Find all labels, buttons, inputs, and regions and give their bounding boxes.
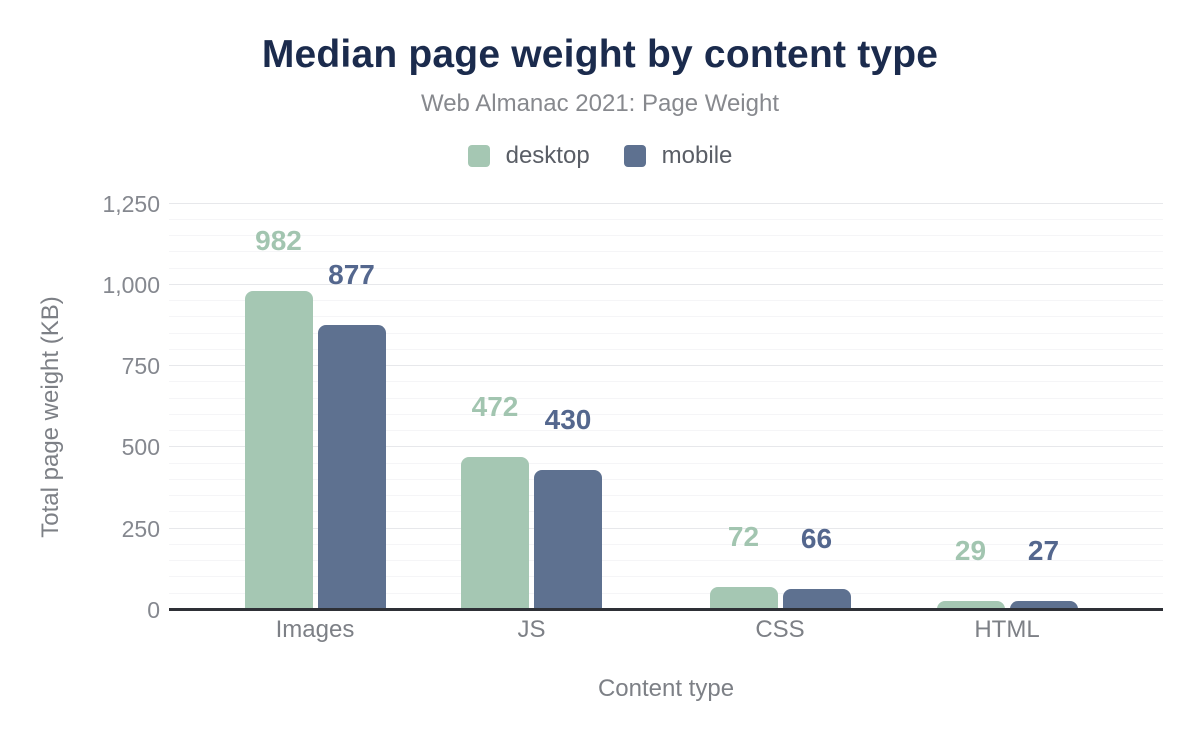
y-tick-label-750: 750 <box>121 353 160 380</box>
x-tick-label-html: HTML <box>974 616 1040 643</box>
legend-label-mobile: mobile <box>661 142 733 169</box>
gridline-minor <box>169 332 1163 334</box>
gridline-minor <box>169 267 1163 269</box>
gridline-minor <box>169 430 1163 432</box>
gridline-minor <box>169 397 1163 399</box>
y-tick-label-0: 0 <box>147 597 160 623</box>
value-label-desktop-js: 472 <box>471 390 519 422</box>
value-label-mobile-images: 877 <box>328 258 375 290</box>
y-tick-label-1000: 1,000 <box>102 271 160 298</box>
gridline-minor <box>169 462 1163 464</box>
legend: desktop mobile <box>0 142 1200 170</box>
gridline-minor <box>169 316 1163 318</box>
bar-desktop-images <box>244 290 313 610</box>
gridline-major <box>169 446 1163 448</box>
chart-title: Median page weight by content type <box>261 33 939 76</box>
gridline-minor <box>169 300 1163 302</box>
bar-desktop-css <box>709 586 778 610</box>
x-axis-line <box>169 608 1163 611</box>
value-label-mobile-html: 27 <box>1027 535 1060 567</box>
legend-swatch-desktop <box>467 145 490 167</box>
gridline-major <box>169 365 1163 367</box>
gridline-minor <box>169 251 1163 253</box>
x-tick-label-js: JS <box>517 616 546 643</box>
gridline-minor <box>169 478 1163 480</box>
gridline-minor <box>169 543 1163 545</box>
gridline-minor <box>169 348 1163 350</box>
legend-item-desktop: desktop <box>467 142 590 170</box>
plot-area: 982 877 472 430 72 66 29 27 <box>169 202 1163 611</box>
gridline-minor <box>169 218 1163 220</box>
value-label-mobile-js: 430 <box>544 404 592 436</box>
y-tick-label-500: 500 <box>121 434 160 461</box>
gridline-minor <box>169 235 1163 237</box>
x-tick-label-css: CSS <box>755 616 805 643</box>
y-tick-label-1250: 1,250 <box>102 190 160 217</box>
legend-label-desktop: desktop <box>505 142 590 169</box>
x-axis-title: Content type <box>597 675 735 702</box>
y-tick-label-250: 250 <box>121 515 160 542</box>
gridline-major <box>169 202 1163 204</box>
gridline-minor <box>169 560 1163 562</box>
gridline-major <box>169 527 1163 529</box>
value-label-desktop-images: 982 <box>255 224 302 256</box>
gridline-minor <box>169 495 1163 497</box>
chart-subtitle: Web Almanac 2021: Page Weight <box>420 90 779 117</box>
bar-desktop-html <box>936 600 1005 610</box>
value-label-mobile-css: 66 <box>800 522 833 554</box>
bar-mobile-images <box>317 324 386 610</box>
legend-item-mobile: mobile <box>623 142 733 170</box>
legend-swatch-mobile <box>623 145 646 167</box>
gridline-major <box>169 283 1163 285</box>
gridline-minor <box>169 592 1163 594</box>
value-label-desktop-css: 72 <box>727 520 760 552</box>
gridline-minor <box>169 381 1163 383</box>
bar-mobile-js <box>534 470 602 610</box>
bar-mobile-html <box>1009 601 1078 610</box>
gridline-minor <box>169 511 1163 513</box>
bar-desktop-js <box>461 456 529 610</box>
gridline-minor <box>169 576 1163 578</box>
x-tick-label-images: Images <box>275 616 355 643</box>
value-label-desktop-html: 29 <box>954 534 987 566</box>
bar-mobile-css <box>782 588 851 610</box>
gridline-minor <box>169 413 1163 415</box>
